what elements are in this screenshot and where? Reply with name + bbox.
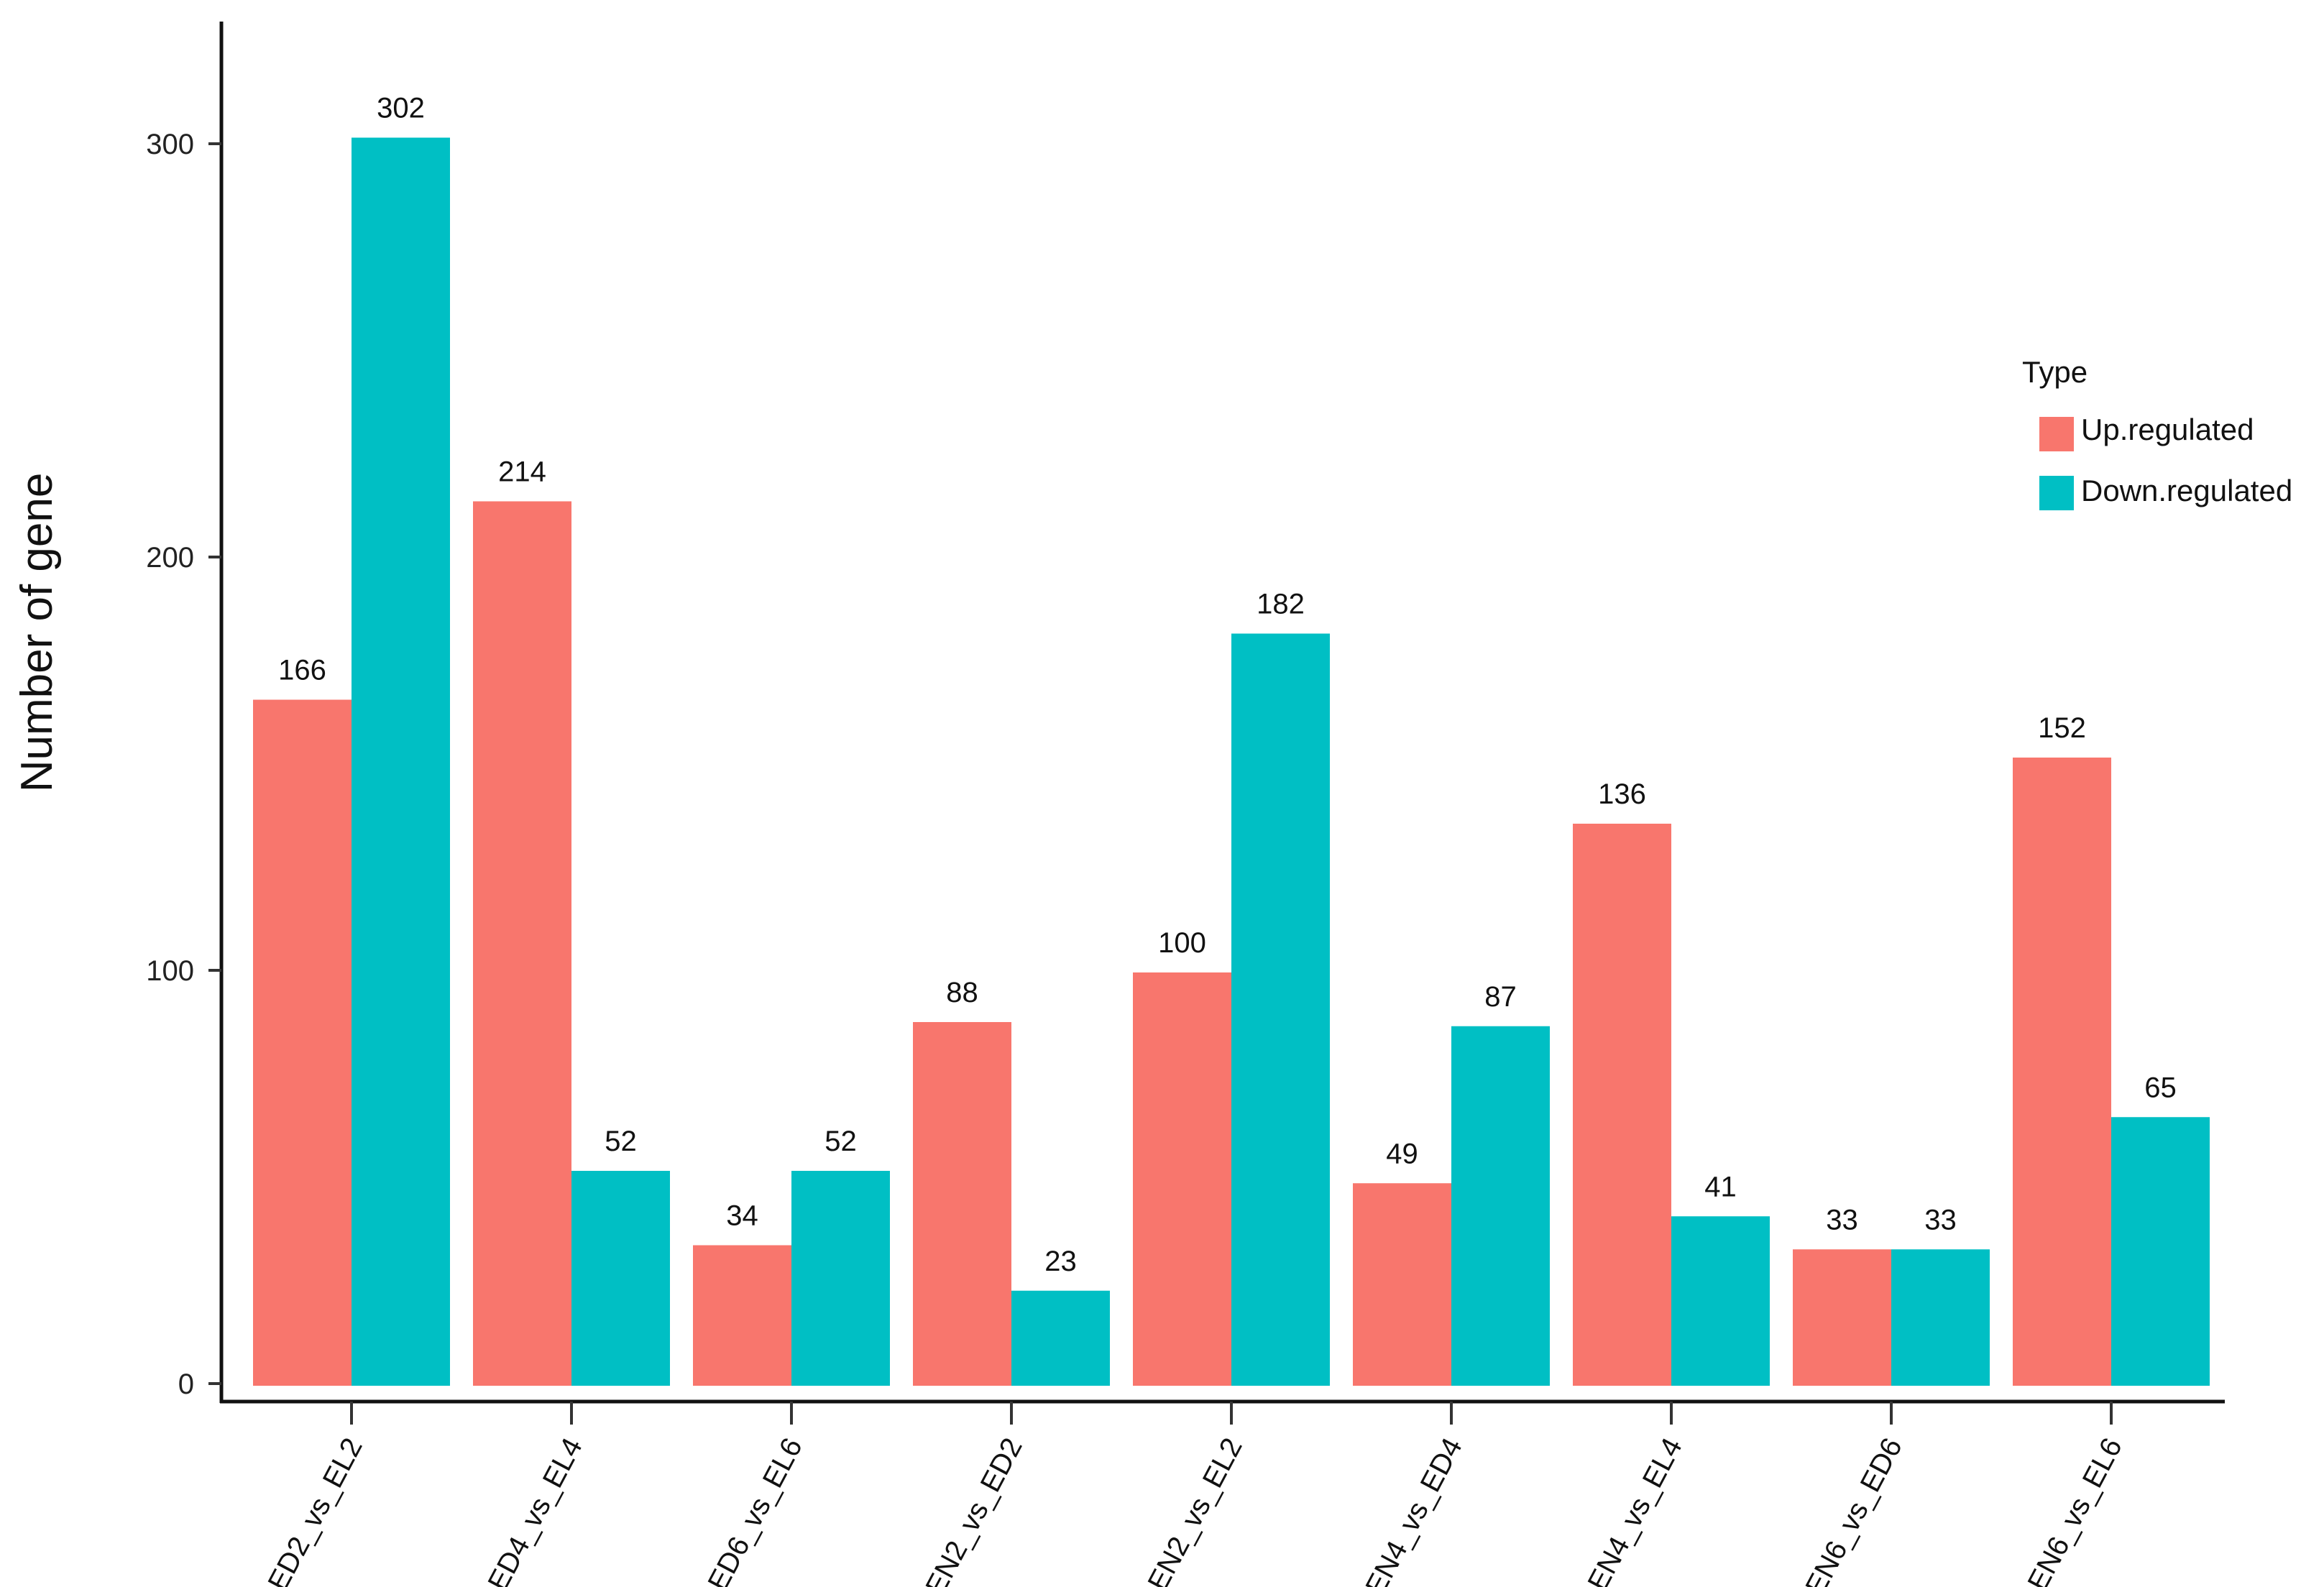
y-tick-label: 200 [146, 542, 194, 574]
y-ticks: 0 100 200 300 [146, 129, 221, 1400]
y-tick-label: 0 [178, 1368, 194, 1400]
data-label: 302 [377, 93, 425, 124]
x-tick-label: EN6_vs_EL6 [2021, 1433, 2128, 1587]
bar-up [1133, 972, 1231, 1386]
data-label: 52 [825, 1126, 857, 1157]
x-tick-label: EN2_vs_EL2 [1142, 1433, 1248, 1587]
bar-down [1451, 1026, 1550, 1386]
bars-layer [253, 137, 2210, 1386]
bar-down [352, 137, 450, 1386]
legend-swatch-up [2039, 417, 2074, 451]
legend-title: Type [2022, 355, 2088, 389]
x-ticks: ED2_vs_EL2 ED4_vs_EL4 ED6_vs_EL6 EN2_vs_ED2… [262, 1402, 2128, 1587]
bar-down [1891, 1249, 1990, 1386]
data-label: 34 [726, 1200, 758, 1232]
x-tick-label: ED6_vs_EL6 [702, 1433, 808, 1587]
legend-item-down: Down.regulated [2039, 474, 2292, 510]
y-tick-label: 100 [146, 955, 194, 987]
data-label: 52 [605, 1126, 637, 1157]
bar-up [913, 1022, 1011, 1386]
bar-up [1353, 1183, 1451, 1386]
bar-up [473, 501, 571, 1386]
bar-down [791, 1171, 890, 1386]
y-axis-title: Number of gene [12, 473, 62, 793]
x-tick-label: EN4_vs_ED4 [1359, 1433, 1469, 1587]
bar-down [1671, 1216, 1770, 1386]
data-label: 87 [1484, 981, 1517, 1013]
data-label: 136 [1598, 778, 1646, 810]
data-label: 166 [278, 655, 326, 686]
x-tick-label: EN4_vs_EL4 [1581, 1433, 1688, 1587]
data-label: 152 [2038, 712, 2086, 744]
bar-up [2013, 758, 2111, 1386]
legend-label-down: Down.regulated [2081, 474, 2292, 507]
legend-item-up: Up.regulated [2039, 413, 2254, 451]
bar-up [253, 699, 352, 1386]
x-tick-label: ED4_vs_EL4 [482, 1433, 588, 1587]
data-label: 182 [1257, 589, 1305, 620]
bar-down [2111, 1117, 2210, 1386]
data-label: 49 [1386, 1138, 1418, 1169]
data-label: 65 [2144, 1072, 2177, 1103]
data-label: 41 [1704, 1171, 1737, 1202]
bar-up [693, 1245, 791, 1386]
y-tick-label: 300 [146, 129, 194, 160]
x-tick-label: EN2_vs_ED2 [919, 1433, 1029, 1587]
bar-up [1573, 824, 1671, 1386]
bar-up [1793, 1249, 1891, 1386]
bar-down [1231, 633, 1330, 1386]
data-label: 100 [1158, 927, 1206, 959]
data-label: 214 [498, 456, 546, 488]
bar-down [571, 1171, 670, 1386]
x-tick-label: ED2_vs_EL2 [262, 1433, 368, 1587]
value-labels-layer: 166 302 214 52 34 52 88 23 100 182 49 87 136 41 33 33 15… [278, 93, 2177, 1277]
data-label: 33 [1924, 1204, 1957, 1236]
bar-down [1011, 1290, 1110, 1386]
x-tick-label: EN6_vs_ED6 [1799, 1433, 1909, 1587]
data-label: 33 [1826, 1204, 1858, 1236]
legend-swatch-down [2039, 476, 2074, 510]
data-label: 23 [1044, 1246, 1077, 1277]
data-label: 88 [946, 977, 978, 1008]
legend-label-up: Up.regulated [2081, 413, 2254, 446]
